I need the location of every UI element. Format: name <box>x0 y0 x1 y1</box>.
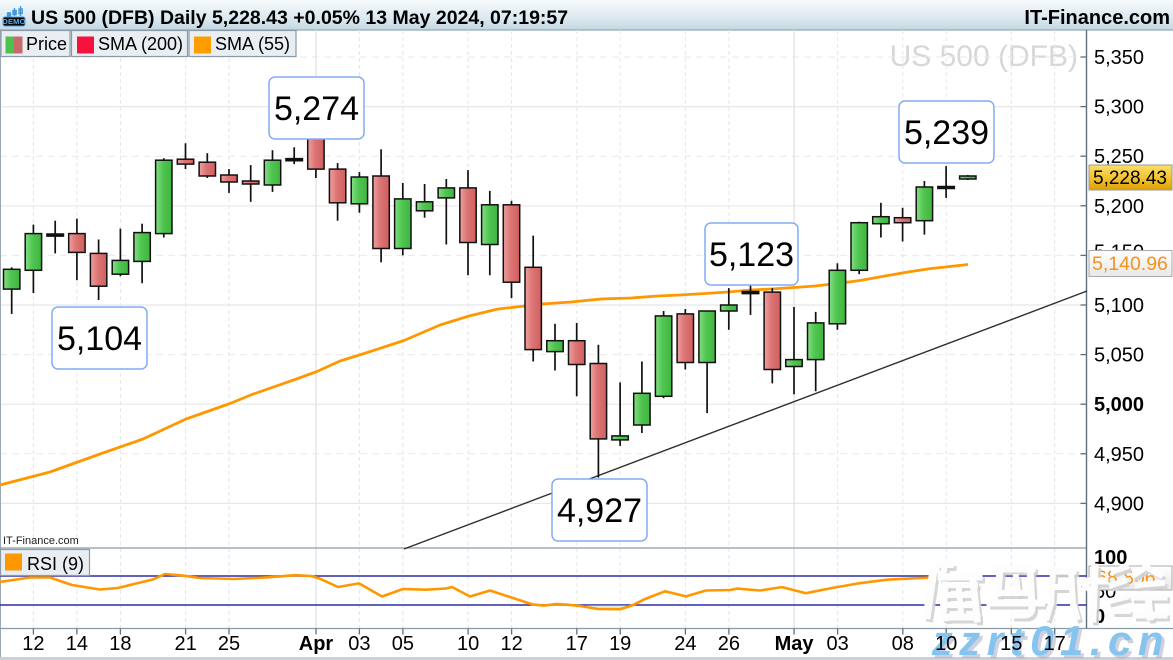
svg-text:5,100: 5,100 <box>1094 295 1144 317</box>
svg-text:17: 17 <box>1044 633 1066 655</box>
svg-text:4,900: 4,900 <box>1094 493 1144 515</box>
svg-text:12: 12 <box>500 633 522 655</box>
svg-text:5,140.96: 5,140.96 <box>1092 253 1168 275</box>
svg-text:100: 100 <box>1094 547 1127 569</box>
svg-text:May: May <box>775 633 815 655</box>
svg-text:03: 03 <box>348 633 370 655</box>
svg-text:5,228.43: 5,228.43 <box>1093 168 1167 189</box>
svg-text:US 500 (DFB) Daily 5,228.43 +0: US 500 (DFB) Daily 5,228.43 +0.05% 13 Ma… <box>31 7 568 29</box>
svg-text:24: 24 <box>674 633 696 655</box>
svg-text:SMA (55): SMA (55) <box>215 34 290 54</box>
svg-text:Apr: Apr <box>299 633 334 655</box>
svg-text:RSI (9): RSI (9) <box>27 554 84 574</box>
svg-text:IT-Finance.com: IT-Finance.com <box>3 535 79 547</box>
svg-text:zzrt01.cn: zzrt01.cn <box>934 620 1173 660</box>
svg-text:5,250: 5,250 <box>1094 146 1144 168</box>
svg-text:17: 17 <box>566 633 588 655</box>
svg-text:05: 05 <box>392 633 414 655</box>
svg-text:03: 03 <box>826 633 848 655</box>
svg-text:10: 10 <box>935 633 957 655</box>
svg-text:SMA (200): SMA (200) <box>98 34 183 54</box>
svg-text:5,350: 5,350 <box>1094 47 1144 69</box>
svg-text:5,200: 5,200 <box>1094 196 1144 218</box>
svg-text:5,300: 5,300 <box>1094 97 1144 119</box>
svg-text:26: 26 <box>718 633 740 655</box>
svg-text:5,274: 5,274 <box>274 90 359 128</box>
svg-text:5,000: 5,000 <box>1094 394 1144 416</box>
svg-text:5,050: 5,050 <box>1094 345 1144 367</box>
svg-text:15: 15 <box>1000 633 1022 655</box>
svg-text:08: 08 <box>892 633 914 655</box>
svg-text:zzrt01.cn: zzrt01.cn <box>931 617 1170 660</box>
svg-text:IT-Finance.com: IT-Finance.com <box>1024 7 1170 29</box>
svg-text:10: 10 <box>457 633 479 655</box>
svg-text:5,239: 5,239 <box>904 114 989 152</box>
svg-text:25: 25 <box>218 633 240 655</box>
svg-text:DEMO: DEMO <box>2 17 25 26</box>
svg-text:19: 19 <box>609 633 631 655</box>
svg-text:0: 0 <box>1094 606 1105 628</box>
svg-text:21: 21 <box>174 633 196 655</box>
svg-text:4,950: 4,950 <box>1094 444 1144 466</box>
svg-text:18: 18 <box>109 633 131 655</box>
svg-text:4,927: 4,927 <box>557 492 642 530</box>
svg-text:14: 14 <box>66 633 88 655</box>
svg-text:12: 12 <box>22 633 44 655</box>
svg-text:5,104: 5,104 <box>57 320 142 358</box>
svg-text:Price: Price <box>26 34 67 54</box>
svg-text:5,123: 5,123 <box>709 236 794 274</box>
